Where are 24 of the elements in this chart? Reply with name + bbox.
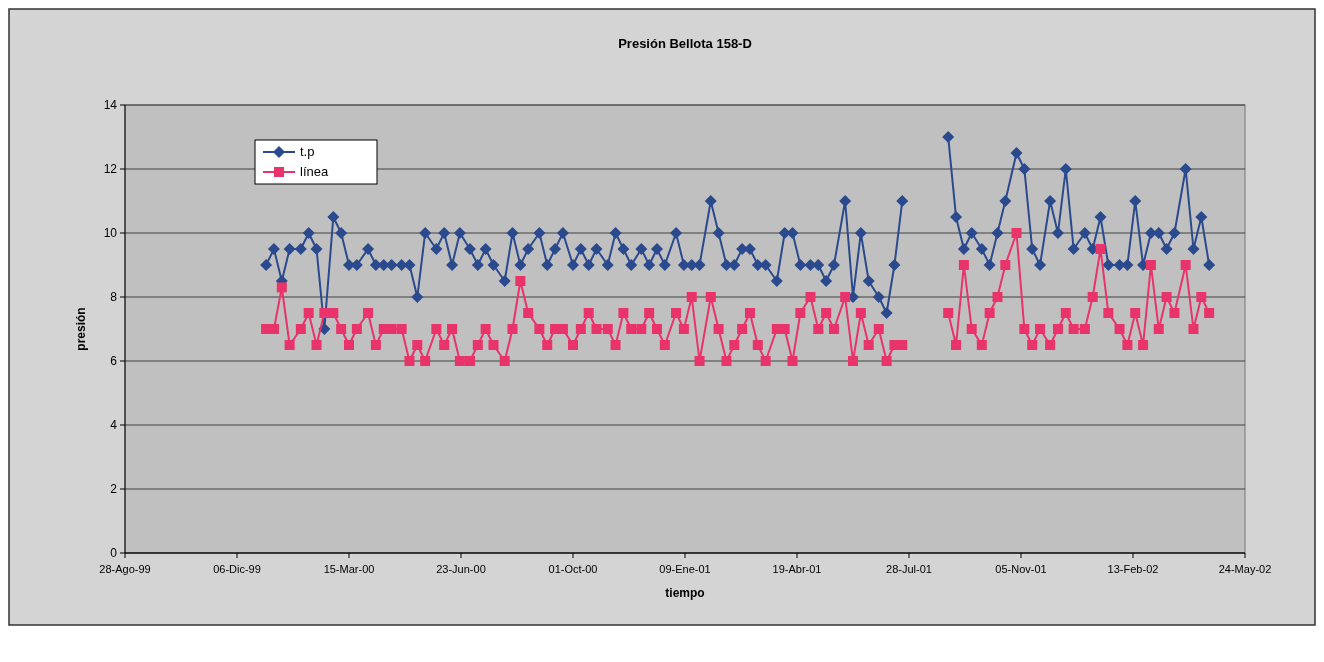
y-tick-label: 10: [103, 226, 118, 240]
x-tick-label: 05-Nov-01: [995, 563, 1047, 575]
x-tick-label: 15-Mar-00: [323, 563, 375, 575]
legend-label: t.p: [300, 144, 315, 159]
x-tick-label: 13-Feb-02: [1107, 563, 1159, 575]
legend-label: línea: [300, 164, 329, 179]
x-tick-label: 28-Jul-01: [886, 563, 932, 575]
x-tick-label: 28-Ago-99: [99, 563, 151, 575]
y-tick-label: 4: [110, 418, 118, 432]
y-axis-title: presión: [74, 307, 88, 351]
x-tick-label: 01-Oct-00: [548, 563, 598, 575]
y-tick-label: 12: [103, 162, 118, 176]
x-tick-label: 09-Ene-01: [659, 563, 711, 575]
x-tick-label: 06-Dic-99: [213, 563, 261, 575]
y-tick-label: 0: [110, 546, 118, 560]
y-tick-label: 14: [103, 98, 118, 112]
x-tick-label: 24-May-02: [1218, 563, 1272, 575]
y-tick-label: 2: [110, 482, 118, 496]
chart-title: Presión Bellota 158-D: [618, 36, 752, 51]
y-tick-label: 6: [110, 354, 118, 368]
x-axis-title: tiempo: [665, 586, 705, 600]
x-tick-label: 23-Jun-00: [436, 563, 486, 575]
x-tick-label: 19-Abr-01: [772, 563, 822, 575]
y-tick-label: 8: [110, 290, 118, 304]
